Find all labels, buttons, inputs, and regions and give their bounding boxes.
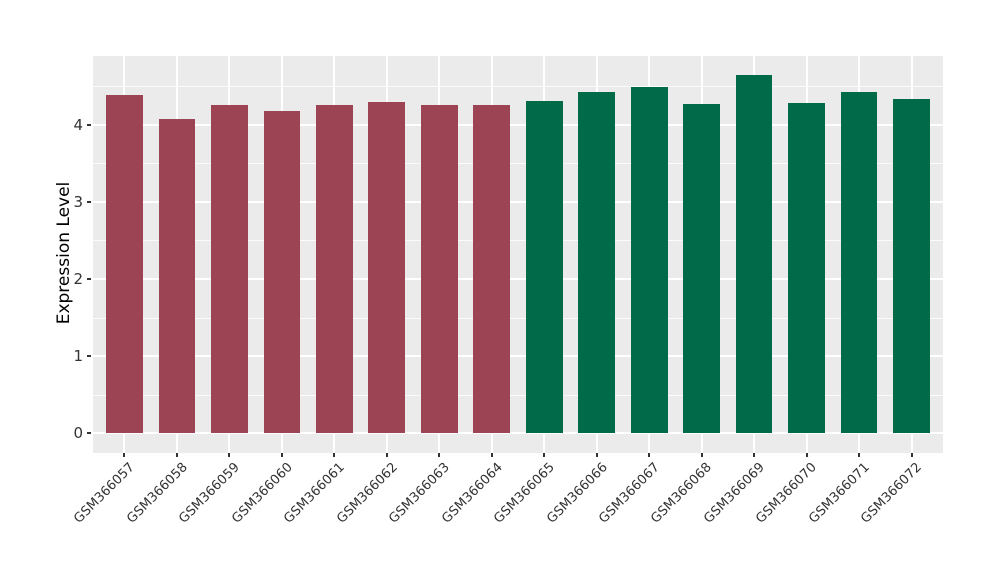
y-axis-tick [87, 355, 91, 358]
x-axis-tick [385, 453, 388, 457]
x-axis-tick [280, 453, 283, 457]
bar-GSM366061 [315, 104, 353, 434]
x-axis-tick [648, 453, 651, 457]
y-tick-label: 3 [73, 192, 83, 211]
bar-GSM366068 [683, 103, 720, 434]
x-axis-tick [805, 453, 808, 457]
x-axis-tick [753, 453, 756, 457]
x-axis-tick [595, 453, 598, 457]
bar-GSM366065 [525, 100, 563, 434]
x-axis-tick [543, 453, 546, 457]
y-tick-label: 2 [73, 270, 83, 289]
gridline-major [93, 123, 943, 126]
gridline-minor [93, 163, 943, 165]
gridline-minor [93, 394, 943, 396]
bar-GSM366059 [211, 104, 248, 434]
bar-GSM366063 [420, 104, 458, 434]
y-axis-tick [87, 278, 91, 281]
y-axis-tick [87, 200, 91, 203]
gridline-major [93, 355, 943, 358]
bar-GSM366058 [158, 119, 196, 434]
y-axis-tick [87, 123, 91, 126]
x-axis-tick [700, 453, 703, 457]
x-axis-tick [333, 453, 336, 457]
bar-GSM366066 [578, 92, 616, 434]
x-axis-tick [228, 453, 231, 457]
y-tick-label: 4 [73, 115, 83, 134]
y-tick-label: 1 [73, 347, 83, 366]
y-tick-label: 0 [73, 424, 83, 443]
gridline-major [93, 200, 943, 203]
bar-GSM366060 [263, 110, 301, 434]
gridline-minor [93, 317, 943, 319]
x-axis-tick [438, 453, 441, 457]
x-axis-tick [910, 453, 913, 457]
gridline-minor [93, 86, 943, 88]
bar-GSM366072 [893, 99, 930, 434]
bar-GSM366069 [735, 74, 773, 434]
plot-panel [93, 56, 943, 453]
bar-GSM366062 [368, 101, 406, 434]
gridline-major [93, 432, 943, 435]
x-axis-tick [858, 453, 861, 457]
y-axis-tick [87, 432, 91, 435]
bar-GSM366067 [630, 87, 668, 434]
x-axis-tick [123, 453, 126, 457]
bar-GSM366057 [106, 94, 143, 434]
gridline-minor [93, 240, 943, 242]
bar-GSM366071 [840, 92, 878, 434]
x-axis-tick [490, 453, 493, 457]
bar-GSM366070 [788, 103, 825, 434]
gridline-major [93, 278, 943, 281]
x-axis-tick [175, 453, 178, 457]
bar-GSM366064 [473, 104, 511, 434]
